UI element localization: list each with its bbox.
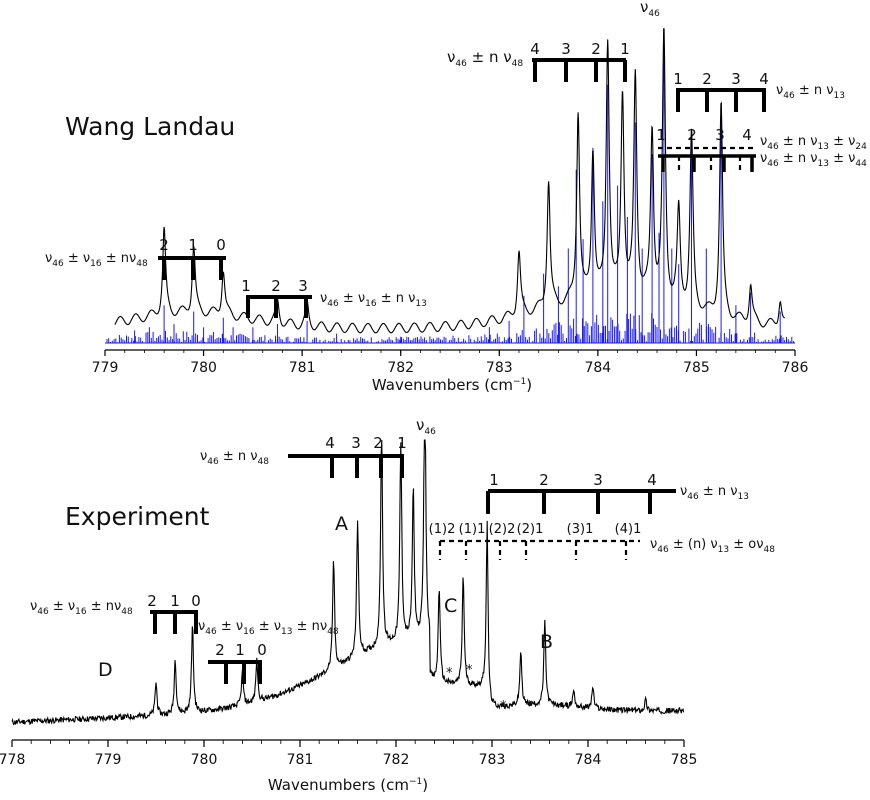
svg-text:2: 2 [215, 641, 225, 659]
comb-16-48-top: 2 1 0 ν46 ± ν16 ± nν48 [45, 236, 226, 280]
comb-d-exp: 2 1 0 ν46 ± ν16 ± nν48 [30, 592, 201, 634]
svg-text:2: 2 [373, 434, 383, 452]
top-tick-label: 782 [387, 360, 414, 376]
svg-text:0: 0 [216, 236, 226, 254]
bottom-tick-label: 780 [191, 752, 218, 768]
svg-text:2: 2 [702, 70, 712, 88]
top-tick-label: 783 [486, 360, 513, 376]
svg-text:ν46 ± n ν48: ν46 ± n ν48 [447, 48, 523, 69]
svg-text:(1)2: (1)2 [429, 522, 456, 537]
series-experiment [11, 439, 685, 726]
top-ticks [104, 350, 796, 356]
svg-text:1: 1 [170, 592, 180, 610]
region-D: D [98, 659, 113, 681]
svg-text:(4)1: (4)1 [615, 522, 642, 537]
svg-text:3: 3 [298, 277, 308, 295]
svg-text:1: 1 [489, 471, 499, 489]
top-tick-label: 786 [782, 360, 809, 376]
bottom-tick-label: 781 [287, 752, 314, 768]
nu46-peak-label: ν46 [640, 0, 660, 19]
comb-n48-top: 4 3 2 1 ν46 ± n ν48 [447, 40, 630, 82]
top-x-label: Wavenumbers (cm−1) [372, 376, 532, 394]
svg-text:1: 1 [235, 641, 245, 659]
svg-text:4: 4 [530, 40, 540, 58]
svg-text:2: 2 [687, 126, 697, 144]
star-3: * [500, 699, 507, 714]
svg-text:ν46 ± ν16 ± n ν13: ν46 ± ν16 ± n ν13 [320, 291, 427, 309]
star-4: * [526, 699, 533, 714]
star-2: * [466, 663, 473, 678]
svg-text:3: 3 [351, 434, 361, 452]
svg-text:3: 3 [593, 471, 603, 489]
top-tick-label: 785 [683, 360, 710, 376]
top-tick-label: 781 [289, 360, 316, 376]
top-tick-label: 779 [92, 360, 119, 376]
svg-text:ν46 ± ν16 ± ν13 ± nν48: ν46 ± ν16 ± ν13 ± nν48 [198, 619, 339, 637]
svg-text:0: 0 [191, 592, 201, 610]
svg-text:4: 4 [325, 434, 335, 452]
svg-text:ν46 ± ν16 ± nν48: ν46 ± ν16 ± nν48 [30, 599, 133, 617]
svg-text:ν46 ± ν16 ± nν48: ν46 ± ν16 ± nν48 [45, 251, 148, 269]
region-B: B [540, 631, 553, 653]
svg-text:1: 1 [656, 126, 666, 144]
panel-title-experiment: Experiment [65, 502, 210, 531]
panel-title-wang-landau: Wang Landau [65, 112, 235, 141]
bottom-tick-label: 784 [575, 752, 602, 768]
bottom-tick-label: 779 [95, 752, 122, 768]
svg-text:ν46 ± n ν13 ± ν44: ν46 ± n ν13 ± ν44 [760, 151, 867, 169]
comb-n48-exp: 4 3 2 1 ν46 ± n ν48 [200, 434, 407, 478]
svg-text:1: 1 [620, 40, 630, 58]
svg-text:1: 1 [188, 236, 198, 254]
bottom-tick-label: 778 [0, 752, 25, 768]
svg-text:ν46 ± n ν48: ν46 ± n ν48 [200, 449, 269, 467]
svg-text:2: 2 [271, 277, 281, 295]
panel-experiment: 778 779 780 781 782 783 784 785 Wavenumbers (cm… [0, 416, 775, 794]
svg-text:ν46 ± n ν13: ν46 ± n ν13 [680, 484, 749, 502]
svg-text:3: 3 [561, 40, 571, 58]
series-simulated-sticks [105, 28, 795, 344]
top-tick-label: 784 [584, 360, 611, 376]
region-A: A [335, 513, 348, 535]
svg-text:(3)1: (3)1 [567, 522, 594, 537]
svg-text:2: 2 [591, 40, 601, 58]
svg-text:2: 2 [159, 236, 169, 254]
bottom-tick-labels: 778 779 780 781 782 783 784 785 [0, 752, 697, 768]
region-C: C [444, 595, 457, 617]
svg-text:(2)1: (2)1 [517, 522, 544, 537]
star-1: * [446, 666, 453, 681]
svg-text:ν46 ± (n) ν13 ± oν48: ν46 ± (n) ν13 ± oν48 [650, 537, 775, 555]
comb-e-exp: 2 1 0 ν46 ± ν16 ± ν13 ± nν48 [198, 619, 339, 684]
svg-text:(2)2: (2)2 [489, 522, 516, 537]
nu46-exp-label: ν46 [416, 416, 436, 437]
comb-o48-exp: (1)2 (1)1 (2)2 (2)1 (3)1 (4)1 ν46 ± (n) … [429, 522, 775, 560]
svg-text:0: 0 [257, 641, 267, 659]
top-tick-label: 780 [190, 360, 217, 376]
comb-n13-exp: 1 2 3 4 ν46 ± n ν13 [486, 471, 749, 514]
top-tick-labels: 779 780 781 782 783 784 785 786 [92, 360, 809, 376]
svg-text:1: 1 [241, 277, 251, 295]
series-simulated-envelope [114, 28, 786, 334]
panel-wang-landau: 779 780 781 782 783 784 785 786 Wavenumbers (cm… [45, 0, 867, 394]
comb-24-44-top: 1 2 3 4 ν46 ± n ν13 ± ν24 ν46 ± n ν13 ± … [656, 126, 867, 172]
comb-16-13-top: 1 2 3 ν46 ± ν16 ± n ν13 [241, 277, 427, 318]
svg-text:3: 3 [715, 126, 725, 144]
svg-text:2: 2 [147, 592, 157, 610]
svg-text:ν46 ± n ν13 ± ν24: ν46 ± n ν13 ± ν24 [760, 134, 867, 152]
svg-text:4: 4 [742, 126, 752, 144]
svg-text:4: 4 [647, 471, 657, 489]
svg-text:3: 3 [731, 70, 741, 88]
bottom-tick-label: 783 [479, 752, 506, 768]
svg-text:1: 1 [397, 434, 407, 452]
bottom-tick-label: 785 [671, 752, 698, 768]
bottom-tick-label: 782 [383, 752, 410, 768]
svg-text:2: 2 [539, 471, 549, 489]
svg-text:4: 4 [759, 70, 769, 88]
svg-text:ν46 ± n ν13: ν46 ± n ν13 [776, 83, 845, 101]
bottom-x-label: Wavenumbers (cm−1) [268, 776, 428, 794]
comb-n13-top: 1 2 3 4 ν46 ± n ν13 [673, 70, 845, 112]
svg-text:(1)1: (1)1 [459, 522, 486, 537]
svg-text:1: 1 [673, 70, 683, 88]
bottom-ticks [11, 740, 685, 747]
